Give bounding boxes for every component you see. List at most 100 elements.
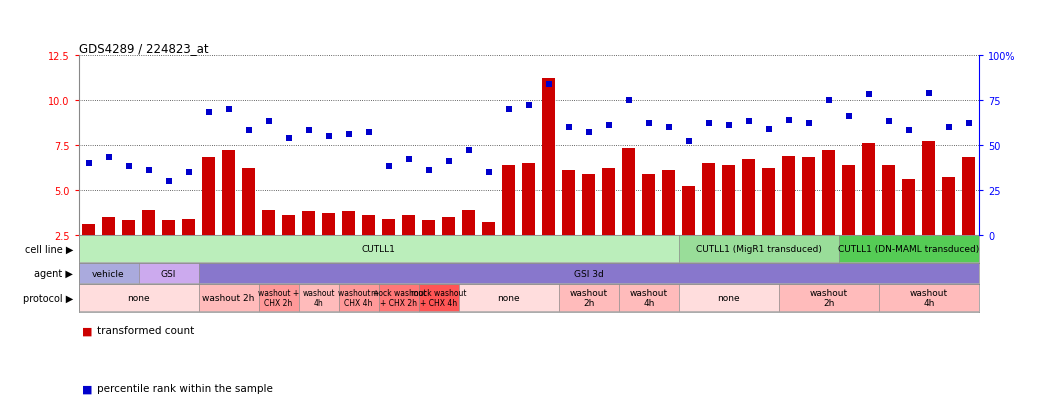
Point — [920, 90, 937, 97]
Point — [400, 157, 417, 163]
Text: none: none — [497, 294, 520, 302]
Point — [220, 106, 237, 113]
Bar — [703, 164, 715, 235]
Bar — [802, 158, 816, 235]
Text: GDS4289 / 224823_at: GDS4289 / 224823_at — [79, 42, 208, 55]
Text: vehicle: vehicle — [92, 269, 125, 278]
Bar — [942, 178, 956, 235]
Bar — [242, 169, 255, 235]
Text: none: none — [128, 294, 150, 302]
Bar — [863, 144, 875, 235]
Bar — [622, 149, 636, 235]
Bar — [382, 219, 395, 235]
Text: washout
2h: washout 2h — [570, 289, 608, 307]
Text: transformed count: transformed count — [97, 325, 195, 335]
Point — [600, 122, 617, 129]
Point — [300, 128, 317, 134]
Text: washout 2h: washout 2h — [202, 294, 254, 302]
Text: CUTLL1 (MigR1 transduced): CUTLL1 (MigR1 transduced) — [696, 244, 822, 254]
Text: GSI 3d: GSI 3d — [574, 269, 604, 278]
Bar — [762, 169, 776, 235]
Bar — [342, 212, 355, 235]
Bar — [82, 224, 95, 235]
Bar — [402, 216, 416, 235]
Text: washout
4h: washout 4h — [629, 289, 668, 307]
Text: washout
4h: washout 4h — [910, 289, 948, 307]
Text: washout
2h: washout 2h — [809, 289, 848, 307]
Bar — [262, 210, 275, 235]
Text: cell line ▶: cell line ▶ — [25, 244, 73, 254]
Point — [720, 122, 737, 129]
Point — [681, 139, 697, 145]
Point — [180, 169, 197, 176]
Text: GSI: GSI — [161, 269, 176, 278]
Point — [441, 158, 458, 165]
Bar — [282, 216, 295, 235]
Text: CUTLL1 (DN-MAML transduced): CUTLL1 (DN-MAML transduced) — [839, 244, 980, 254]
Bar — [522, 164, 535, 235]
Bar — [678, 285, 779, 311]
Bar — [742, 160, 755, 235]
Text: agent ▶: agent ▶ — [35, 268, 73, 278]
Bar — [602, 169, 616, 235]
Bar — [878, 285, 979, 311]
Bar — [162, 221, 175, 235]
Bar — [782, 156, 796, 235]
Bar — [222, 151, 236, 235]
Bar — [663, 171, 675, 235]
Bar — [839, 236, 979, 262]
Bar — [322, 214, 335, 235]
Text: percentile rank within the sample: percentile rank within the sample — [97, 383, 273, 393]
Bar — [259, 285, 298, 311]
Text: washout +
CHX 4h: washout + CHX 4h — [338, 289, 379, 307]
Bar — [903, 180, 915, 235]
Point — [481, 169, 497, 176]
Bar — [562, 171, 575, 235]
Bar — [922, 142, 935, 235]
Point — [841, 114, 857, 120]
Bar — [199, 285, 259, 311]
Bar — [102, 217, 115, 235]
Point — [861, 92, 877, 99]
Point — [120, 164, 137, 170]
Point — [580, 130, 597, 136]
Bar — [459, 285, 559, 311]
Text: washout
4h: washout 4h — [303, 289, 335, 307]
Point — [560, 124, 577, 131]
Point — [740, 119, 757, 126]
Point — [340, 131, 357, 138]
Bar — [202, 158, 215, 235]
Text: mock washout
+ CHX 4h: mock washout + CHX 4h — [410, 289, 467, 307]
Point — [81, 160, 97, 167]
Text: mock washout
+ CHX 2h: mock washout + CHX 2h — [371, 289, 426, 307]
Point — [780, 117, 797, 123]
Bar — [122, 221, 135, 235]
Point — [320, 133, 337, 140]
Text: protocol ▶: protocol ▶ — [23, 293, 73, 303]
Point — [881, 119, 897, 126]
Bar — [199, 263, 979, 284]
Point — [160, 178, 177, 185]
Bar — [883, 165, 895, 235]
Bar — [79, 236, 678, 262]
Bar — [79, 263, 138, 284]
Point — [801, 121, 818, 127]
Bar — [442, 217, 455, 235]
Bar — [422, 221, 436, 235]
Text: ■: ■ — [82, 325, 92, 335]
Point — [200, 110, 217, 116]
Point — [960, 121, 977, 127]
Bar — [559, 285, 619, 311]
Point — [661, 124, 677, 131]
Point — [900, 128, 917, 134]
Bar — [779, 285, 878, 311]
Bar — [678, 236, 839, 262]
Bar — [843, 165, 855, 235]
Bar — [142, 210, 155, 235]
Point — [500, 106, 517, 113]
Point — [540, 81, 557, 88]
Bar — [642, 174, 655, 235]
Bar — [379, 285, 419, 311]
Bar — [462, 210, 475, 235]
Point — [380, 164, 397, 170]
